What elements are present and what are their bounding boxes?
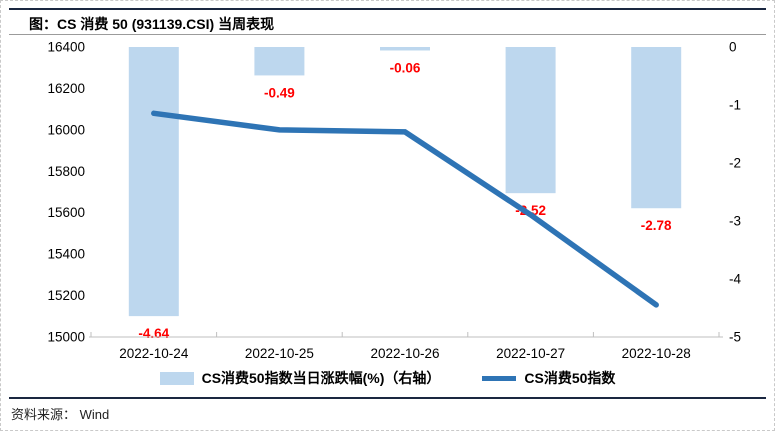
- legend-item-line-series: CS消费50指数: [482, 368, 615, 388]
- right-axis-tick-label: -1: [729, 98, 741, 113]
- bar-2022-10-28: [631, 47, 682, 209]
- x-axis-category-label: 2022-10-24: [119, 346, 189, 361]
- right-axis-tick-label: -5: [729, 330, 741, 345]
- top-rule: [9, 8, 766, 10]
- bar-2022-10-25: [254, 47, 305, 76]
- figure-title: 图：CS 消费 50 (931139.CSI) 当周表现: [29, 16, 275, 32]
- source-value: Wind: [79, 407, 110, 422]
- bar-value-label: -0.49: [264, 85, 295, 100]
- bar-value-label: -4.64: [138, 326, 169, 341]
- right-axis-tick-label: -3: [729, 214, 741, 229]
- right-axis-tick-label: -4: [729, 272, 741, 287]
- left-axis-tick-label: 15400: [47, 247, 85, 262]
- x-axis-category-label: 2022-10-26: [370, 346, 439, 361]
- left-axis-tick-label: 15600: [47, 205, 85, 220]
- left-axis-tick-label: 15000: [47, 330, 85, 345]
- x-axis-category-label: 2022-10-27: [496, 346, 565, 361]
- bar-value-label: -2.52: [515, 203, 546, 218]
- bar-2022-10-24: [128, 47, 179, 317]
- bar-series-swatch-icon: [159, 371, 194, 385]
- x-axis-category-label: 2022-10-28: [622, 346, 691, 361]
- left-axis-tick-label: 16200: [47, 81, 85, 96]
- line-series-swatch-icon: [482, 375, 517, 381]
- title-divider: [9, 34, 766, 35]
- legend-item-bar-series: CS消费50指数当日涨跌幅(%)（右轴）: [159, 368, 441, 388]
- bottom-rule: [9, 397, 766, 399]
- right-axis-tick-label: 0: [729, 40, 737, 55]
- index-line: [151, 110, 659, 308]
- source-note: 资料来源： Wind: [11, 404, 109, 423]
- left-axis-tick-label: 15200: [47, 288, 85, 303]
- left-axis-tick-label: 15800: [47, 164, 85, 179]
- bar-series-label: CS消费50指数当日涨跌幅(%)（右轴）: [201, 370, 441, 386]
- left-axis-tick-label: 16400: [47, 40, 85, 55]
- line-series-label: CS消费50指数: [524, 370, 616, 386]
- chart-legend: CS消费50指数当日涨跌幅(%)（右轴） CS消费50指数: [1, 368, 774, 388]
- x-axis-category-label: 2022-10-25: [245, 346, 314, 361]
- bar-value-label: -2.78: [641, 218, 672, 233]
- bar-2022-10-27: [505, 47, 556, 194]
- source-label: 资料来源：: [11, 407, 77, 422]
- bar-2022-10-26: [380, 47, 430, 51]
- bar-value-label: -0.06: [390, 60, 421, 75]
- right-axis-tick-label: -2: [729, 156, 741, 171]
- left-axis-tick-label: 16000: [47, 122, 85, 137]
